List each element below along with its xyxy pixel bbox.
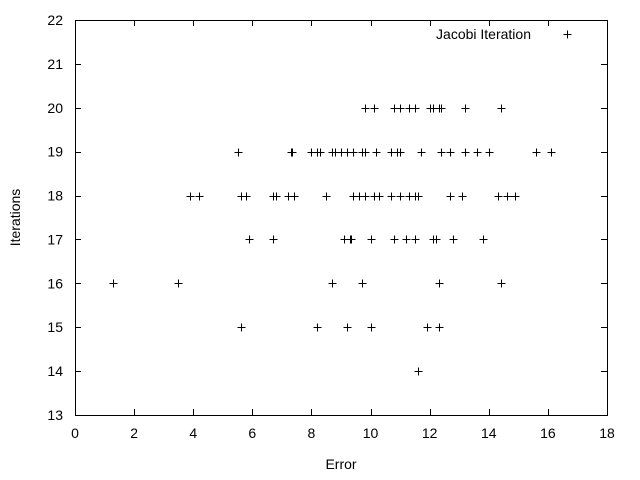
data-point bbox=[446, 148, 455, 157]
data-point bbox=[288, 148, 297, 157]
data-point bbox=[435, 323, 444, 332]
x-tick-label: 14 bbox=[481, 425, 497, 441]
y-tick-label: 16 bbox=[47, 275, 63, 291]
data-point bbox=[461, 148, 470, 157]
data-point bbox=[458, 192, 467, 201]
data-point bbox=[432, 235, 441, 244]
data-point bbox=[511, 192, 520, 201]
data-point bbox=[387, 192, 396, 201]
data-point bbox=[313, 323, 322, 332]
data-point bbox=[370, 104, 379, 113]
y-tick-label: 18 bbox=[47, 188, 63, 204]
x-tick-label: 8 bbox=[308, 425, 316, 441]
x-tick-label: 18 bbox=[599, 425, 615, 441]
data-point bbox=[497, 104, 506, 113]
plot-frame bbox=[75, 20, 608, 416]
y-tick-label: 19 bbox=[47, 144, 63, 160]
data-point bbox=[402, 235, 411, 244]
data-point bbox=[316, 148, 325, 157]
data-point bbox=[446, 192, 455, 201]
data-point bbox=[349, 148, 358, 157]
data-point bbox=[485, 148, 494, 157]
data-point bbox=[396, 148, 405, 157]
data-point bbox=[473, 148, 482, 157]
data-point bbox=[269, 235, 278, 244]
data-point bbox=[328, 279, 337, 288]
y-tick-label: 17 bbox=[47, 231, 63, 247]
data-point bbox=[547, 148, 556, 157]
legend-plus-marker bbox=[563, 30, 572, 39]
x-tick-label: 0 bbox=[71, 425, 79, 441]
y-axis-label: Iterations bbox=[7, 189, 23, 247]
y-tick-label: 22 bbox=[47, 12, 63, 28]
y-tick-label: 13 bbox=[47, 407, 63, 423]
data-point bbox=[361, 104, 370, 113]
data-point bbox=[417, 148, 426, 157]
data-point bbox=[237, 323, 246, 332]
data-point bbox=[497, 279, 506, 288]
data-point bbox=[109, 279, 118, 288]
data-point bbox=[414, 192, 423, 201]
data-point bbox=[532, 148, 541, 157]
x-tick-label: 2 bbox=[130, 425, 138, 441]
y-tick-label: 20 bbox=[47, 100, 63, 116]
x-tick-label: 4 bbox=[189, 425, 197, 441]
data-point bbox=[423, 323, 432, 332]
data-point bbox=[367, 235, 376, 244]
x-axis-label: Error bbox=[325, 456, 356, 472]
data-point bbox=[375, 192, 384, 201]
data-point bbox=[449, 235, 458, 244]
data-point bbox=[411, 104, 420, 113]
data-point bbox=[461, 104, 470, 113]
data-point bbox=[174, 279, 183, 288]
data-point bbox=[479, 235, 488, 244]
data-point bbox=[343, 323, 352, 332]
data-point bbox=[272, 192, 281, 201]
data-point bbox=[242, 192, 251, 201]
data-point bbox=[372, 148, 381, 157]
data-point bbox=[290, 192, 299, 201]
tick-labels-layer: 0 2 4 6 8 10 12 14 16 18 13 14 15 16 17 18 19 20 21 22 bbox=[47, 12, 615, 441]
data-point bbox=[396, 104, 405, 113]
data-point bbox=[437, 148, 446, 157]
data-point bbox=[361, 192, 370, 201]
points-layer bbox=[109, 104, 556, 376]
data-point bbox=[494, 192, 503, 201]
ticks-layer bbox=[75, 20, 608, 416]
data-point bbox=[435, 279, 444, 288]
data-point bbox=[195, 192, 204, 201]
data-point bbox=[234, 148, 243, 157]
legend-label: Jacobi Iteration bbox=[436, 26, 531, 42]
data-point bbox=[414, 367, 423, 376]
data-point bbox=[411, 235, 420, 244]
data-point bbox=[361, 148, 370, 157]
legend-marker bbox=[563, 30, 572, 39]
y-tick-label: 15 bbox=[47, 319, 63, 335]
x-tick-label: 10 bbox=[363, 425, 379, 441]
data-point bbox=[322, 192, 331, 201]
y-tick-label: 14 bbox=[47, 363, 63, 379]
data-point bbox=[503, 192, 512, 201]
data-point bbox=[367, 323, 376, 332]
y-tick-label: 21 bbox=[47, 56, 63, 72]
data-point bbox=[396, 192, 405, 201]
data-point bbox=[390, 235, 399, 244]
data-point bbox=[347, 235, 356, 244]
x-tick-label: 6 bbox=[248, 425, 256, 441]
x-tick-label: 12 bbox=[422, 425, 438, 441]
data-point bbox=[437, 104, 446, 113]
x-tick-label: 16 bbox=[540, 425, 556, 441]
data-point bbox=[186, 192, 195, 201]
data-point bbox=[358, 279, 367, 288]
data-point bbox=[245, 235, 254, 244]
legend: Jacobi Iteration bbox=[436, 26, 572, 42]
